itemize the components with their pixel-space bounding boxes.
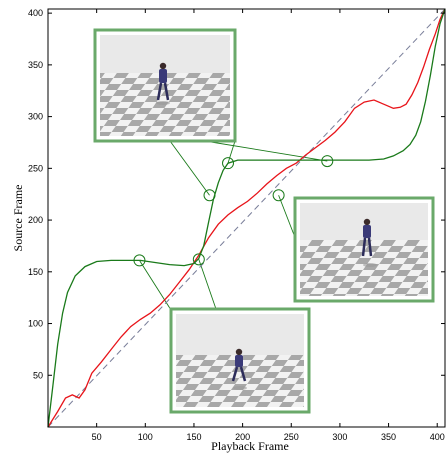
connector-lines [139, 140, 328, 311]
y-tick-label: 400 [28, 8, 43, 18]
frame-marker-circle [133, 254, 146, 267]
inset-bottom [169, 307, 311, 414]
y-tick-label: 350 [28, 60, 43, 70]
inset-top-left [93, 28, 237, 143]
frame-marker-circle [321, 155, 334, 168]
x-tick-label: 150 [186, 432, 201, 442]
series-line-2 [47, 8, 446, 428]
tick-layer: 50 100 150 200 250 300 350 400 50 100 150 200 250 300… [28, 8, 445, 442]
x-tick-label: 250 [284, 432, 299, 442]
plot-frame [47, 8, 446, 428]
connector-line [278, 195, 297, 241]
y-tick-label: 150 [28, 267, 43, 277]
marker-layer [133, 155, 334, 267]
frame-marker-circle [203, 189, 216, 202]
y-tick-label: 50 [33, 370, 43, 380]
frame-marker-circle [222, 157, 235, 170]
inset-right [293, 196, 435, 303]
y-axis-title: Source Frame [11, 185, 25, 252]
y-tick-label: 200 [28, 215, 43, 225]
connector-line [227, 140, 236, 164]
connector-line [139, 260, 172, 311]
character-figure-icon [361, 218, 373, 257]
connector-line [198, 259, 217, 310]
character-figure-icon [231, 348, 247, 382]
x-tick-label: 100 [138, 432, 153, 442]
series-line-1 [47, 8, 446, 428]
x-tick-label: 200 [235, 432, 250, 442]
frame-marker-circle [272, 189, 285, 202]
y-tick-label: 300 [28, 112, 43, 122]
connector-line [204, 140, 328, 162]
x-tick-label: 300 [332, 432, 347, 442]
series-layer [47, 8, 446, 428]
x-tick-label: 400 [430, 432, 445, 442]
character-figure-icon [156, 62, 170, 101]
connector-line [169, 140, 210, 196]
y-tick-label: 250 [28, 163, 43, 173]
x-axis-title: Playback Frame [211, 439, 289, 453]
identity-dashed-line [47, 8, 446, 428]
x-tick-label: 350 [381, 432, 396, 442]
frame-marker-circle [192, 253, 205, 266]
x-tick-label: 50 [92, 432, 102, 442]
y-tick-label: 100 [28, 319, 43, 329]
